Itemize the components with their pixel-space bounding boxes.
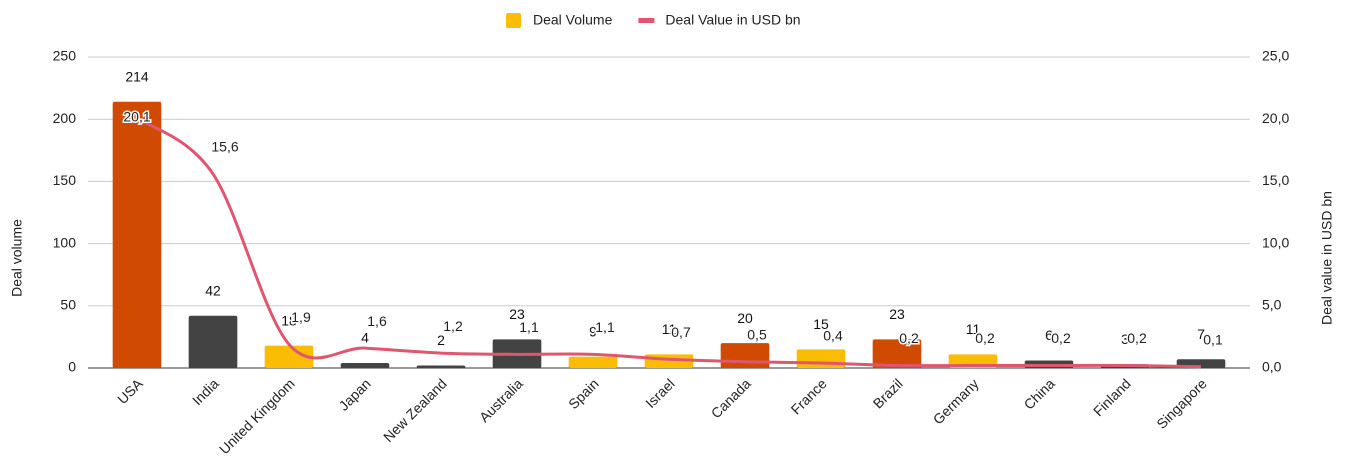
bar-value-label: 23 bbox=[509, 306, 525, 322]
y-tick-label: 50 bbox=[60, 297, 76, 313]
line-value-label: 1,1 bbox=[595, 319, 615, 335]
x-tick-label: Canada bbox=[708, 375, 754, 421]
line-value-label: 0,5 bbox=[747, 326, 767, 342]
y2-tick-label: 0,0 bbox=[1262, 359, 1282, 375]
line-value-label: 0,4 bbox=[823, 328, 843, 344]
line-value-label: 1,1 bbox=[519, 319, 539, 335]
legend-swatch bbox=[638, 18, 655, 23]
bar-value-label: 9 bbox=[589, 324, 597, 340]
x-tick-label: Israel bbox=[642, 375, 678, 411]
bar bbox=[720, 343, 770, 368]
y-tick-label: 200 bbox=[53, 110, 77, 126]
bar bbox=[264, 345, 314, 368]
y-tick-label: 150 bbox=[53, 172, 77, 188]
bar-value-label: 6 bbox=[1045, 327, 1053, 343]
bar-value-label: 15 bbox=[813, 316, 829, 332]
line-value-label: 1,6 bbox=[367, 313, 387, 329]
legend-label: Deal Volume bbox=[533, 12, 613, 28]
x-tick-label: Germany bbox=[930, 375, 982, 427]
bar bbox=[112, 101, 162, 368]
legend-swatch bbox=[506, 13, 521, 28]
line-value-label: 0,7 bbox=[671, 324, 691, 340]
line-value-label: 0,2 bbox=[975, 330, 995, 346]
bar bbox=[568, 356, 618, 368]
bar bbox=[416, 365, 466, 368]
line-value-label: 1,9 bbox=[291, 309, 311, 325]
line-value-label: 20,1 bbox=[123, 109, 150, 125]
line-value-label: 15,6 bbox=[211, 139, 238, 155]
legend-label: Deal Value in USD bn bbox=[665, 12, 800, 28]
x-tick-label: France bbox=[788, 375, 830, 417]
x-tick-label: China bbox=[1021, 375, 1058, 412]
line-value-label: 0,2 bbox=[1127, 330, 1147, 346]
bar-value-label: 11 bbox=[662, 321, 677, 337]
bar-value-label: 42 bbox=[205, 282, 221, 298]
x-tick-label: Singapore bbox=[1153, 375, 1210, 432]
line-value-label: 0,2 bbox=[899, 330, 919, 346]
x-tick-label: Brazil bbox=[870, 375, 906, 411]
x-tick-label: New Zealand bbox=[380, 375, 450, 445]
line-value-label: 1,2 bbox=[443, 318, 463, 334]
y-tick-label: 250 bbox=[53, 48, 77, 64]
bar bbox=[872, 339, 922, 368]
line bbox=[136, 116, 1202, 369]
line-value-label: 0,2 bbox=[1051, 330, 1071, 346]
x-tick-label: United Kingdom bbox=[216, 375, 298, 457]
bar-value-label: 11 bbox=[966, 321, 981, 337]
bar bbox=[188, 315, 238, 368]
bar-value-label: 214 bbox=[125, 68, 149, 84]
bar-value-label: 2 bbox=[437, 332, 445, 348]
y-tick-label: 100 bbox=[53, 234, 77, 250]
bar-value-label: 18 bbox=[281, 312, 297, 328]
bar-value-label: 4 bbox=[361, 330, 369, 346]
bar-value-label: 20 bbox=[737, 310, 753, 326]
y-axis-title: Deal volume bbox=[9, 219, 25, 297]
line-value-label: 0,1 bbox=[1203, 331, 1223, 347]
x-tick-label: USA bbox=[114, 375, 146, 407]
y2-tick-label: 5,0 bbox=[1262, 297, 1282, 313]
y2-tick-label: 25,0 bbox=[1262, 48, 1289, 64]
y-tick-label: 0 bbox=[68, 359, 76, 375]
bar bbox=[340, 363, 390, 368]
bar-value-label: 7 bbox=[1197, 326, 1205, 342]
bar-value-label: 23 bbox=[889, 306, 905, 322]
bar-value-label: 3 bbox=[1121, 331, 1129, 347]
x-tick-label: Japan bbox=[335, 375, 373, 413]
y2-tick-label: 15,0 bbox=[1262, 172, 1289, 188]
y2-tick-label: 10,0 bbox=[1262, 234, 1289, 250]
y2-tick-label: 20,0 bbox=[1262, 110, 1289, 126]
bar bbox=[796, 349, 846, 368]
x-tick-label: Spain bbox=[565, 375, 602, 412]
x-tick-label: India bbox=[189, 375, 222, 408]
x-tick-label: Finland bbox=[1090, 375, 1134, 419]
y2-axis-title: Deal value in USD bn bbox=[1319, 191, 1335, 325]
x-tick-label: Australia bbox=[476, 375, 526, 425]
